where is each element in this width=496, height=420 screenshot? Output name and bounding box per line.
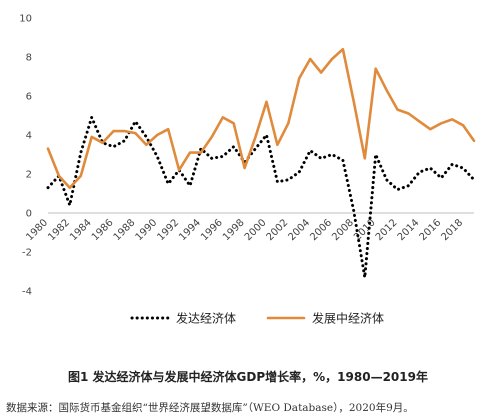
x-tick-label: 2012	[374, 217, 400, 243]
x-tick-label: 2014	[396, 217, 422, 243]
x-tick-label: 2004	[286, 217, 312, 243]
x-tick-label: 1990	[134, 217, 160, 243]
x-tick-label: 2008	[330, 217, 356, 243]
y-tick-label: -4	[22, 287, 32, 298]
line-chart: 10 8 6 4 2 0 -2 -4 1980198219841986198819901992…	[19, 14, 476, 326]
x-tick-label: 1998	[221, 217, 247, 243]
x-tick-label: 2018	[439, 217, 465, 243]
y-tick-label: 0	[26, 209, 32, 220]
x-tick-label: 2002	[265, 217, 291, 243]
figure-caption: 图1 发达经济体与发展中经济体GDP增长率，%，1980—2019年	[68, 370, 428, 384]
x-tick-label: 1992	[155, 217, 181, 243]
y-tick-label: 4	[26, 131, 32, 142]
y-tick-label: -2	[22, 248, 32, 259]
x-tick-label: 1996	[199, 217, 225, 243]
y-tick-label: 2	[26, 170, 32, 181]
series-line-developing	[46, 47, 476, 189]
y-axis-labels: 10 8 6 4 2 0 -2 -4	[19, 14, 32, 298]
legend-label: 发展中经济体	[312, 311, 384, 326]
x-tick-label: 1986	[90, 217, 116, 243]
x-tick-label: 2016	[418, 217, 444, 243]
y-tick-label: 8	[26, 53, 32, 64]
series-lines	[46, 47, 476, 279]
x-tick-label: 1982	[46, 217, 72, 243]
x-tick-label: 1988	[112, 217, 138, 243]
y-tick-label: 10	[19, 14, 32, 25]
y-tick-label: 6	[26, 92, 32, 103]
x-tick-label: 1984	[68, 217, 94, 243]
x-tick-label: 2000	[243, 217, 269, 243]
x-axis-labels: 1980198219841986198819901992199419961998…	[24, 217, 465, 243]
x-tick-label: 1980	[24, 217, 50, 243]
series-line-developed	[46, 115, 476, 279]
legend: 发达经济体 发展中经济体	[130, 311, 384, 326]
data-source-note: 数据来源：国际货币基金组织“世界经济展望数据库”（WEO Database），2…	[6, 402, 414, 414]
x-tick-label: 1994	[177, 217, 203, 243]
legend-label: 发达经济体	[176, 311, 236, 326]
x-tick-label: 2006	[308, 217, 334, 243]
